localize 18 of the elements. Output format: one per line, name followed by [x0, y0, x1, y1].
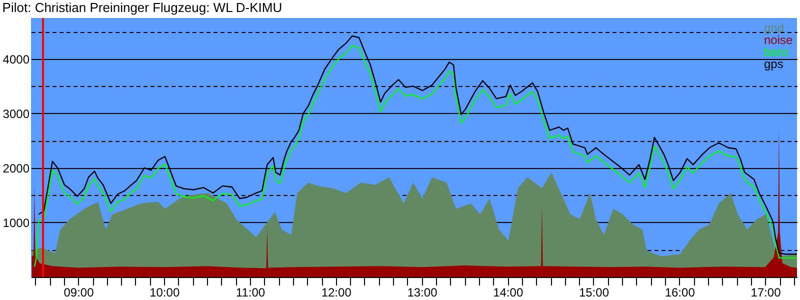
- x-tick-label: 10:00: [150, 286, 180, 300]
- x-tick-label: 13:00: [407, 286, 438, 300]
- x-tick-label: 14:00: [493, 286, 524, 300]
- x-tick-label: 15:00: [578, 286, 610, 300]
- y-tick-label: 3000: [2, 106, 30, 121]
- text: noise: [764, 33, 794, 47]
- text: gps: [764, 57, 784, 71]
- x-tick-label: 09:00: [64, 286, 94, 300]
- y-tick-label: 2000: [2, 161, 30, 176]
- x-tick-label: 17:00: [750, 286, 782, 300]
- chart-title: Pilot: Christian Preininger Flugzeug: WL D-KIMU: [2, 0, 282, 15]
- x-tick-label: 12:00: [321, 286, 352, 300]
- y-tick-label: 4000: [2, 52, 30, 66]
- text: baro: [764, 45, 788, 59]
- text: gnd: [764, 21, 784, 35]
- x-tick-label: 16:00: [664, 286, 696, 300]
- y-tick-label: 1000: [2, 216, 30, 230]
- x-tick-label: 11:00: [236, 286, 266, 300]
